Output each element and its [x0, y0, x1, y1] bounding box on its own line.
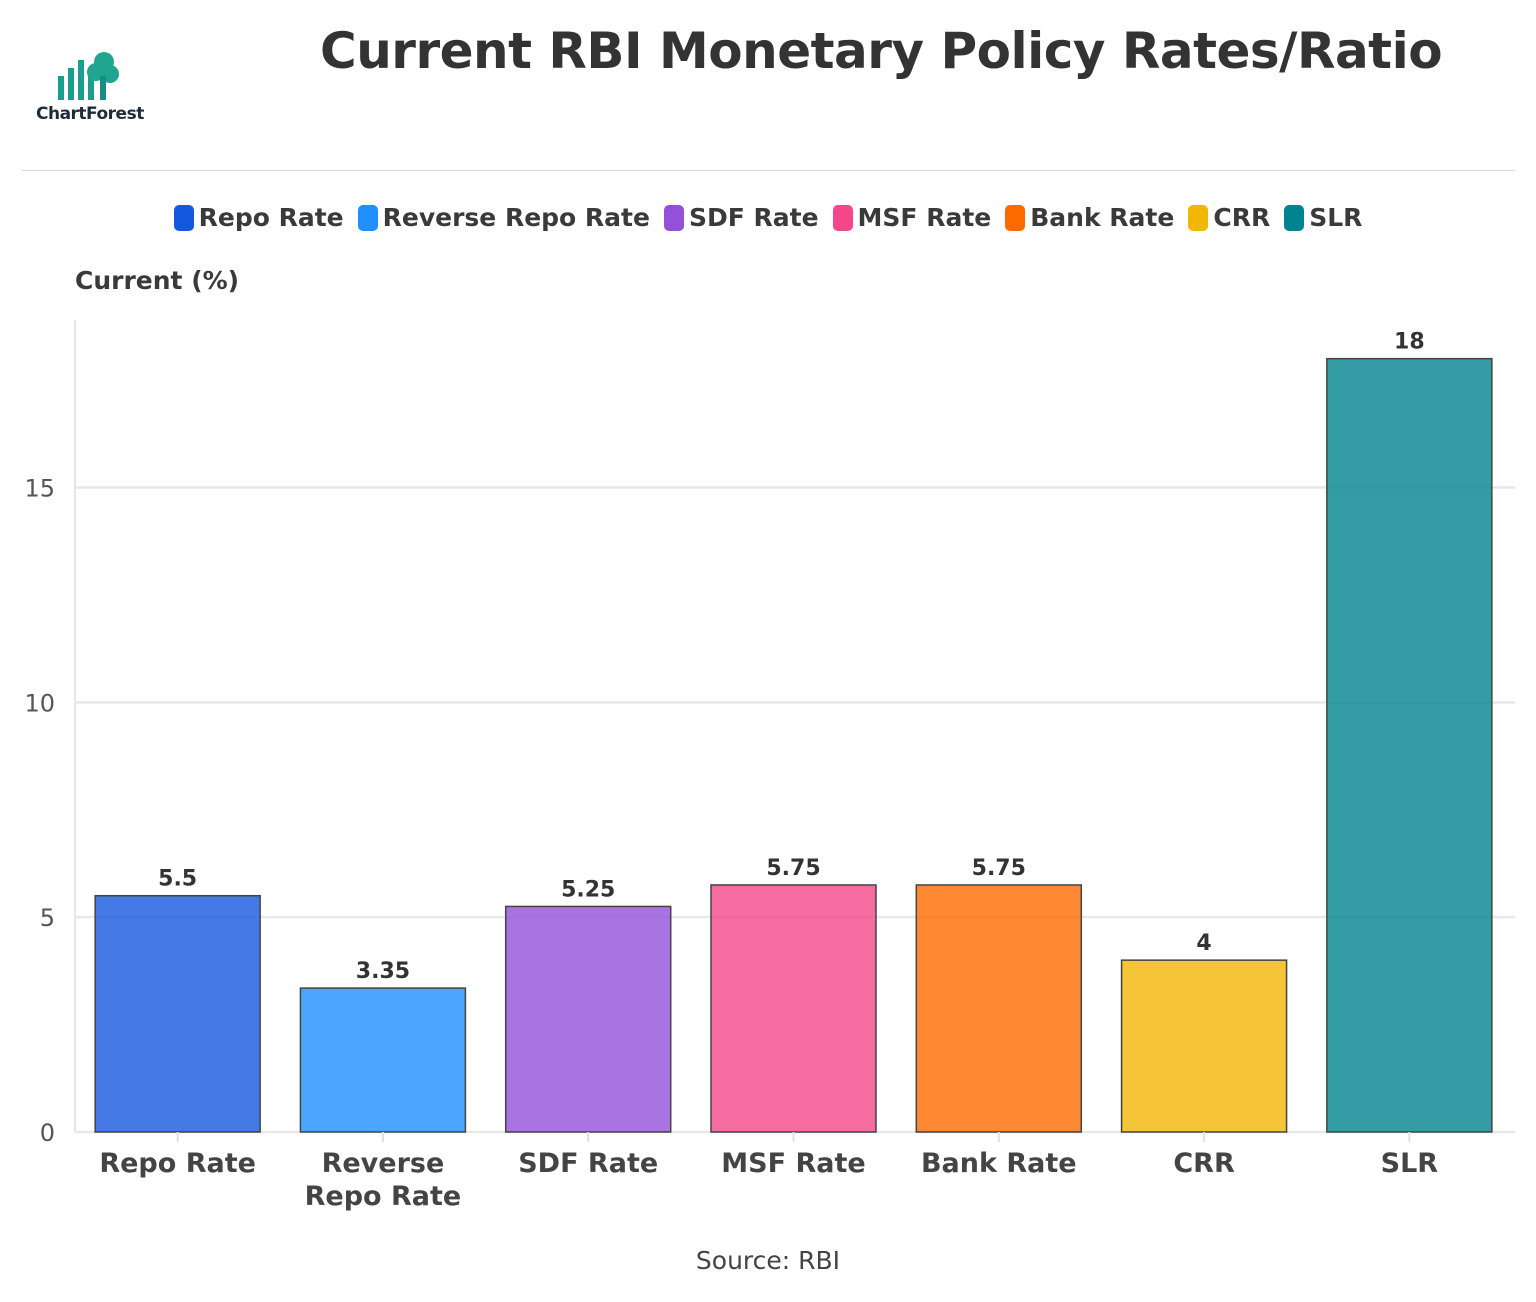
y-tick-label: 0 [40, 1119, 55, 1147]
legend-label: Reverse Repo Rate [382, 203, 650, 232]
legend-swatch [1284, 204, 1305, 231]
x-tick-label: MSF Rate [721, 1148, 865, 1179]
data-label: 18 [1394, 330, 1425, 355]
legend-item[interactable]: CRR [1188, 203, 1270, 232]
x-tick-label: SDF Rate [518, 1148, 658, 1179]
legend-swatch [173, 204, 194, 231]
data-label: 4 [1196, 931, 1211, 956]
chart-title: Current RBI Monetary Policy Rates/Ratio [320, 22, 1443, 80]
legend-item[interactable]: Bank Rate [1005, 203, 1174, 232]
bar [710, 884, 877, 1133]
legend-label: CRR [1213, 203, 1271, 232]
legend-swatch [1005, 204, 1026, 231]
x-tick-label: Reverse [322, 1148, 445, 1179]
x-tick-label: CRR [1173, 1148, 1235, 1179]
y-tick-label: 15 [24, 475, 55, 503]
legend-item[interactable]: MSF Rate [832, 203, 992, 232]
legend-swatch [1188, 204, 1209, 231]
legend-swatch [663, 204, 684, 231]
legend-label: SDF Rate [688, 203, 819, 232]
chartforest-logo [58, 52, 119, 100]
bar [94, 894, 261, 1133]
legend-label: Bank Rate [1030, 203, 1175, 232]
data-label: 5.5 [158, 867, 197, 892]
legend-item[interactable]: Reverse Repo Rate [357, 203, 650, 232]
y-tick-label: 5 [40, 904, 55, 932]
legend-swatch [357, 204, 378, 231]
legend-item[interactable]: Repo Rate [173, 203, 344, 232]
divider [22, 170, 1516, 171]
x-tick-label: Repo Rate [305, 1181, 462, 1212]
data-label: 5.25 [561, 877, 615, 902]
bar [299, 987, 467, 1133]
legend-label: Repo Rate [198, 203, 344, 232]
data-label: 5.75 [972, 856, 1026, 881]
legend-item[interactable]: SDF Rate [663, 203, 819, 232]
source-note: Source: RBI [695, 1246, 841, 1275]
data-label: 3.35 [356, 959, 410, 984]
y-tick-label: 10 [24, 689, 55, 717]
legend-swatch [832, 204, 853, 231]
legend: Repo Rate Reverse Repo Rate SDF Rate MSF Ra… [0, 203, 1536, 232]
x-tick-label: SLR [1381, 1148, 1439, 1179]
x-tick-label: Repo Rate [99, 1148, 256, 1179]
legend-label: MSF Rate [857, 203, 992, 232]
data-label: 5.75 [766, 856, 820, 881]
legend-label: SLR [1309, 203, 1363, 232]
y-axis-label: Current (%) [75, 266, 240, 295]
x-tick-label: Bank Rate [921, 1148, 1077, 1179]
bar [504, 905, 672, 1133]
bar [915, 884, 1083, 1133]
bar [1326, 357, 1493, 1133]
logo-text: ChartForest [36, 104, 144, 124]
bar [1120, 959, 1288, 1133]
legend-item[interactable]: SLR [1284, 203, 1362, 232]
